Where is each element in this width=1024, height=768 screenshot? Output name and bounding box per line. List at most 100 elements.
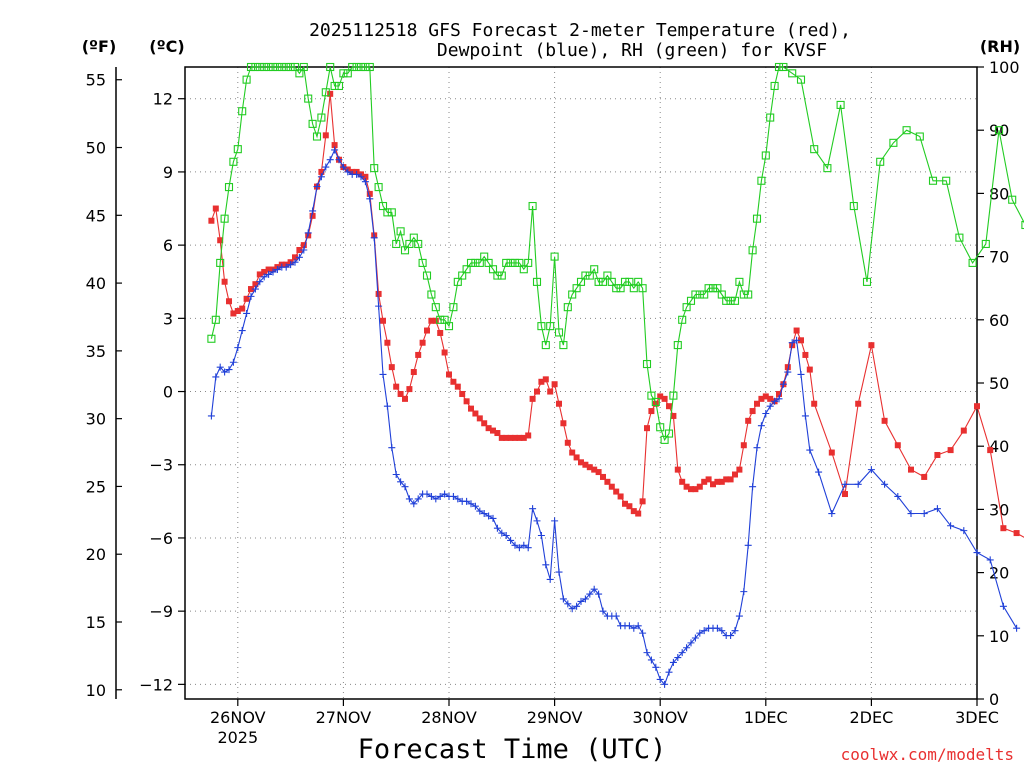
rh-point <box>942 176 951 185</box>
temperature-point <box>476 415 483 422</box>
rh-tick-label: 70 <box>989 248 1009 267</box>
rh-point <box>766 113 775 122</box>
rh-point <box>603 271 612 280</box>
rh-point <box>246 62 256 72</box>
temperature-point <box>226 298 232 305</box>
temperature-point <box>410 369 417 376</box>
temperature-point <box>802 351 809 358</box>
dewpoint-point <box>757 422 765 430</box>
dewpoint-point <box>322 163 330 171</box>
rh-point <box>876 157 885 166</box>
temperature-point <box>701 478 708 485</box>
rh-point <box>471 258 480 267</box>
rh-point <box>678 315 687 324</box>
rh-point <box>422 271 432 280</box>
dewpoint-point <box>806 446 814 454</box>
temperature-point <box>828 449 835 456</box>
rh-point <box>273 62 282 72</box>
temperature-series <box>208 90 1024 538</box>
temperature-point <box>468 405 474 412</box>
rh-tick-label: 0 <box>989 690 999 709</box>
dewpoint-point <box>441 490 449 498</box>
rh-point <box>717 290 726 299</box>
rh-tick-label: 40 <box>989 437 1009 456</box>
dewpoint-point <box>454 495 462 503</box>
dewpoint-point <box>207 412 215 420</box>
rh-point <box>673 341 682 350</box>
x-tick-label: 26NOV <box>210 708 266 727</box>
rh-tick-label: 80 <box>989 184 1009 203</box>
temperature-point <box>512 434 518 441</box>
dewpoint-point <box>282 263 290 271</box>
temperature-point <box>322 132 329 139</box>
rh-point <box>862 277 872 286</box>
dewpoint-point <box>643 649 651 657</box>
x-tick-label: 29NOV <box>527 708 583 727</box>
dewpoint-point <box>771 397 779 405</box>
dewpoint-point <box>405 495 413 503</box>
x-tick-label: 3DEC <box>955 708 999 727</box>
temperature-point <box>868 342 875 349</box>
rh-point <box>660 435 669 444</box>
temperature-point <box>529 395 536 402</box>
dewpoint-point <box>542 561 550 569</box>
dewpoint-point <box>920 510 928 518</box>
f-tick-label: 35 <box>86 342 106 361</box>
dewpoint-point <box>339 163 347 171</box>
dewpoint-point <box>502 532 510 540</box>
dewpoint-point <box>467 500 475 508</box>
rh-point <box>700 290 709 299</box>
x-tick-label: 28NOV <box>421 708 477 727</box>
dewpoint-point <box>520 541 528 549</box>
dewpoint-point <box>256 278 264 286</box>
temperature-point <box>534 388 540 395</box>
rh-point <box>277 62 286 72</box>
credit-text: coolwx.com/modelts <box>841 745 1014 764</box>
rh-point <box>788 69 797 78</box>
dewpoint-point <box>524 544 532 552</box>
dewpoint-point <box>392 471 400 479</box>
rh-point <box>396 227 405 236</box>
f-tick-label: 45 <box>86 206 106 225</box>
temperature-point <box>600 473 606 480</box>
rh-point <box>400 246 410 255</box>
temperature-point <box>960 427 967 434</box>
temperature-point <box>551 381 558 388</box>
rh-point <box>642 359 652 369</box>
dewpoint-point <box>634 622 642 630</box>
temperature-point <box>406 386 413 393</box>
chart-title-line1: 2025112518 GFS Forecast 2-meter Temperat… <box>309 20 851 41</box>
rh-series <box>207 62 1024 444</box>
rh-point <box>444 322 454 331</box>
temperature-point <box>908 466 914 473</box>
dewpoint-point <box>401 483 409 491</box>
temperature-point <box>556 400 562 407</box>
temperature-point <box>626 503 633 510</box>
dewpoint-point <box>573 602 581 610</box>
dewpoint-point <box>784 368 792 376</box>
temperature-point <box>569 449 576 456</box>
rh-point <box>378 201 388 211</box>
dewpoint-point <box>383 402 391 410</box>
f-tick-label: 50 <box>86 139 106 158</box>
f-tick-label: 30 <box>86 410 106 429</box>
dewpoint-point <box>379 370 387 378</box>
temperature-point <box>415 351 422 358</box>
rh-point <box>695 290 704 299</box>
temperature-point <box>718 478 725 485</box>
dewpoint-point <box>361 178 369 186</box>
dewpoint-point <box>683 644 691 652</box>
rh-point <box>752 214 762 223</box>
rh-point <box>563 303 572 312</box>
dewpoint-point <box>581 595 589 603</box>
rh-point <box>568 290 577 299</box>
dewpoint-point <box>599 607 607 615</box>
temperature-point <box>261 268 268 275</box>
dewpoint-point <box>515 544 523 552</box>
rh-point <box>656 423 665 432</box>
temperature-point <box>705 476 712 483</box>
dewpoint-point <box>947 522 955 530</box>
temperature-point <box>806 366 813 373</box>
rh-point <box>515 258 524 267</box>
f-tick-label: 40 <box>86 274 106 293</box>
